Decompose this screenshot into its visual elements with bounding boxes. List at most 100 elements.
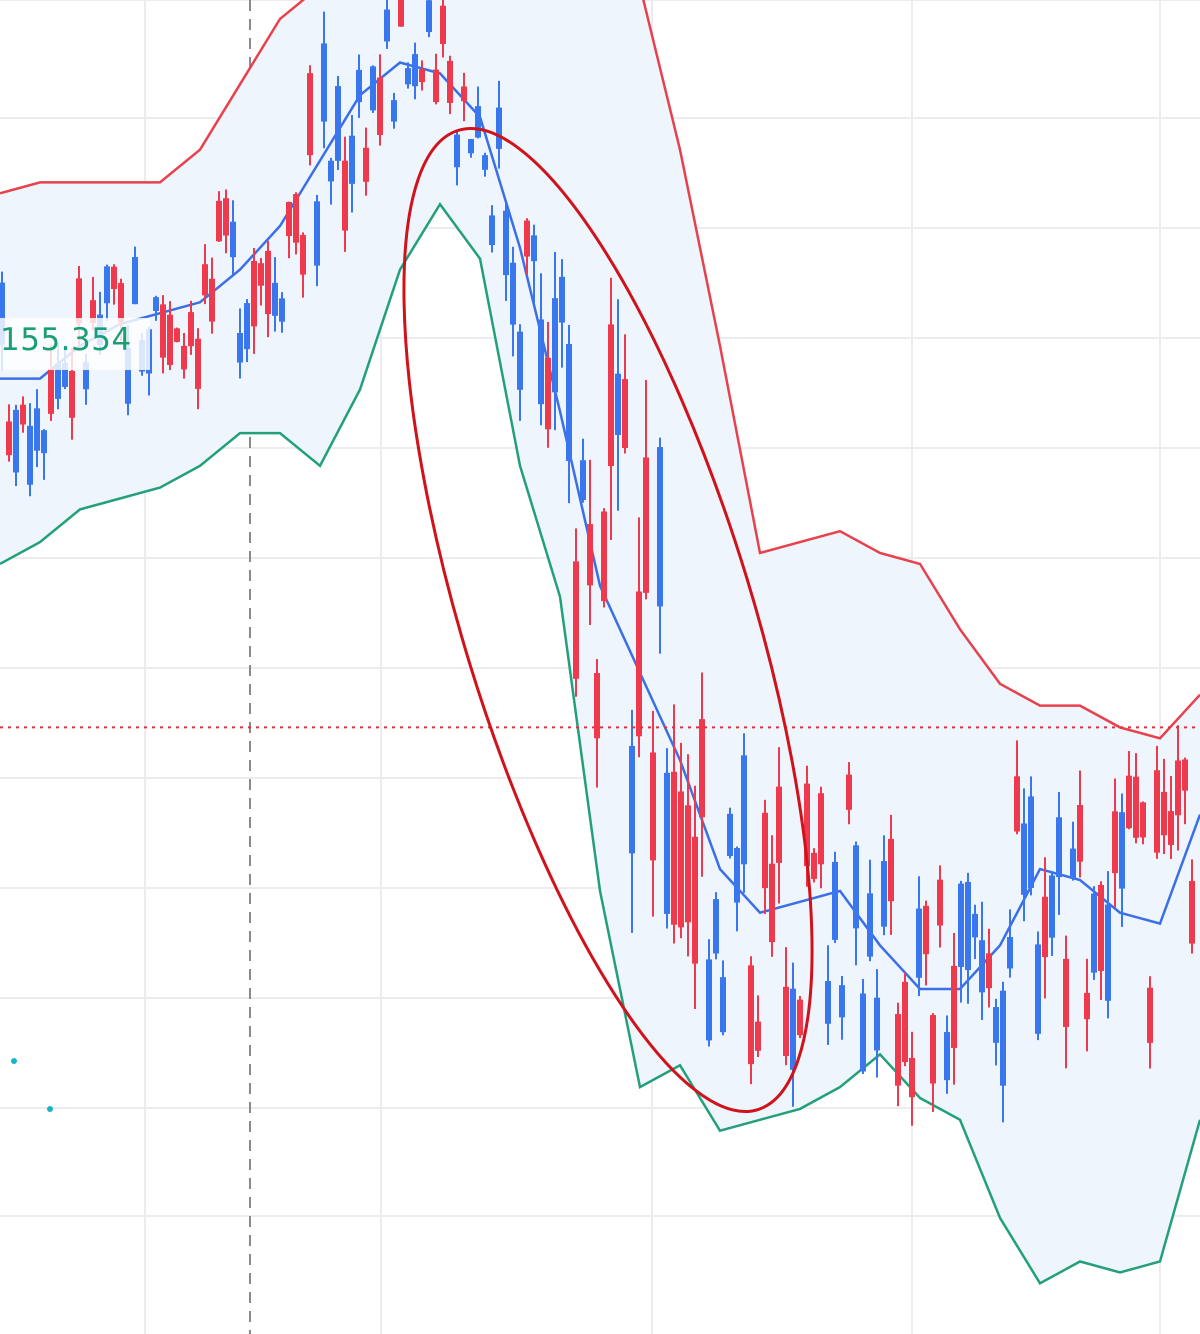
candle-body <box>804 783 810 867</box>
candle-body <box>223 198 229 236</box>
candle-body <box>1035 944 1041 1034</box>
candle <box>1119 793 1125 927</box>
candle-body <box>76 278 82 324</box>
candle <box>209 257 215 334</box>
candle <box>1042 857 1048 999</box>
candle <box>167 301 173 371</box>
candle-body <box>475 106 481 138</box>
candle <box>895 1002 901 1107</box>
candle-body <box>90 300 96 323</box>
candle <box>587 459 593 626</box>
candle-body <box>720 977 726 1033</box>
candle-body <box>265 250 271 315</box>
candle-body <box>1056 817 1062 878</box>
candle-body <box>1098 884 1104 971</box>
candle <box>720 960 726 1036</box>
candle-body <box>867 893 873 957</box>
candle-body <box>1014 776 1020 832</box>
candle <box>363 127 369 196</box>
candle <box>517 324 523 421</box>
candle <box>685 754 691 957</box>
candle <box>1014 740 1020 835</box>
candle <box>188 300 194 355</box>
candle <box>202 244 208 305</box>
candle-body <box>356 69 362 103</box>
candle <box>783 947 789 1066</box>
candle-body <box>300 235 306 275</box>
candle-body <box>482 155 488 170</box>
candle <box>573 528 579 697</box>
candle <box>489 205 495 253</box>
candle-body <box>895 1014 901 1086</box>
candle-body <box>1154 770 1160 853</box>
candle-body <box>118 283 124 323</box>
candle-body <box>111 266 117 289</box>
candle-body <box>818 793 824 865</box>
candle <box>594 659 600 788</box>
candle <box>27 403 33 497</box>
candle-body <box>1070 848 1076 878</box>
candle <box>405 62 411 89</box>
candle <box>524 218 530 275</box>
candle-body <box>1028 796 1034 888</box>
candle-body <box>552 298 558 393</box>
candle <box>503 203 509 301</box>
candle <box>230 200 236 275</box>
candle-body <box>202 264 208 296</box>
candle-body <box>853 845 859 929</box>
price-label: 155.354 <box>0 318 150 370</box>
candle-body <box>167 314 173 365</box>
candle <box>328 157 334 205</box>
candle-body <box>643 457 649 593</box>
candle-body <box>1161 791 1167 836</box>
candle-body <box>524 220 530 257</box>
candle-body <box>398 0 404 27</box>
candle <box>867 859 873 962</box>
candle <box>762 799 768 914</box>
candle <box>223 189 229 254</box>
candle-body <box>447 60 453 103</box>
candle-body <box>839 985 845 1018</box>
candle <box>1028 776 1034 896</box>
candle <box>734 846 740 932</box>
candle <box>615 299 621 511</box>
candle <box>307 65 313 166</box>
candle-body <box>881 861 887 927</box>
middle-band-line <box>0 61 1200 991</box>
candle <box>251 247 257 354</box>
candle-body <box>846 774 852 810</box>
candle-body <box>426 0 432 33</box>
candle-body <box>1119 812 1125 889</box>
candle-body <box>923 905 929 955</box>
candle <box>160 295 166 374</box>
candle-body <box>132 257 138 305</box>
candle <box>979 901 985 1020</box>
candle <box>797 996 803 1039</box>
candle <box>265 240 271 338</box>
candle <box>825 945 831 1045</box>
candle-body <box>762 812 768 889</box>
candle <box>832 851 838 943</box>
candle <box>293 192 299 255</box>
candle <box>426 0 432 38</box>
candle-body <box>706 959 712 1041</box>
candle-body <box>454 134 460 168</box>
candle-body <box>1042 896 1048 958</box>
candle <box>818 786 824 889</box>
candle-body <box>965 881 971 971</box>
candle-body <box>888 838 894 902</box>
candle <box>699 672 705 877</box>
candle <box>727 807 733 859</box>
candle-body <box>671 771 677 925</box>
candle <box>888 814 894 935</box>
candle-body <box>811 852 817 879</box>
candle <box>482 152 488 177</box>
candle <box>881 835 887 936</box>
candle-body <box>160 304 166 358</box>
candle-body <box>27 425 33 485</box>
candle-body <box>41 430 47 454</box>
candle-body <box>237 333 243 363</box>
candle <box>356 54 362 118</box>
candle-body <box>174 328 180 342</box>
